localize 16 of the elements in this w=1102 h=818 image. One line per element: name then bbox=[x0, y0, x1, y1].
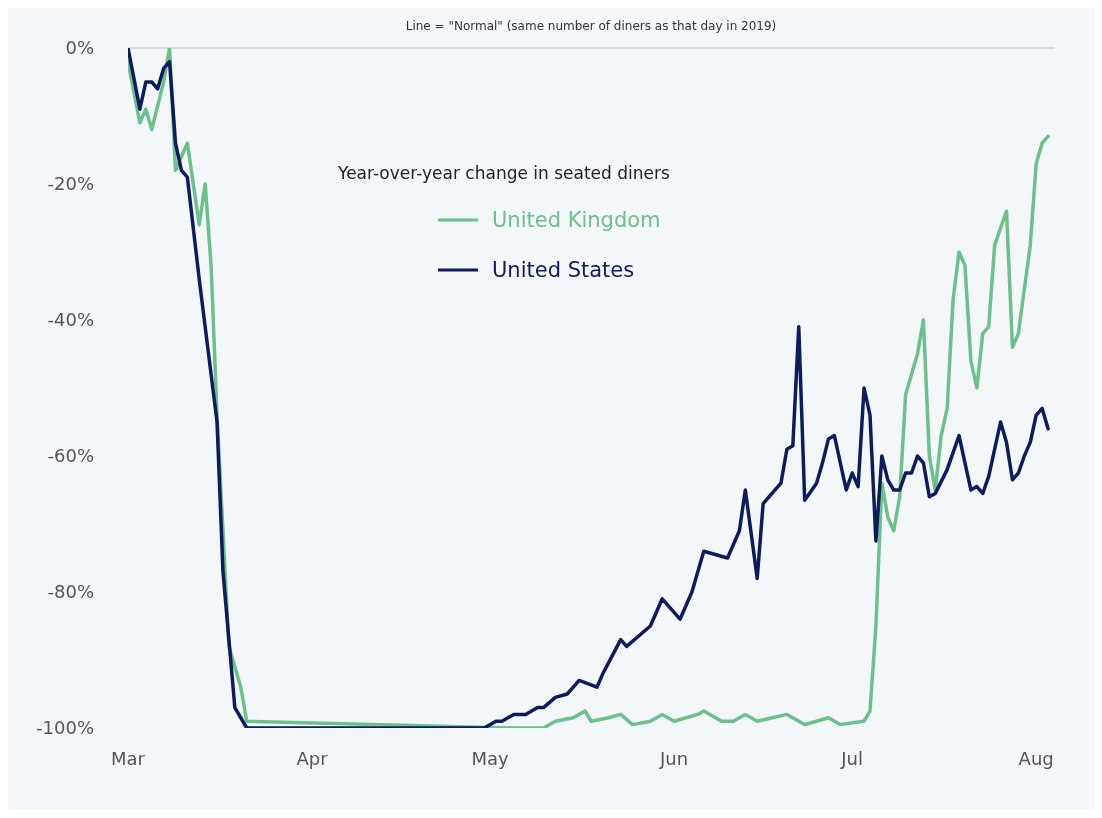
x-tick-label: Aug bbox=[1018, 747, 1054, 769]
x-tick-label: May bbox=[471, 747, 510, 769]
legend-label: United States bbox=[492, 258, 635, 282]
text: Year-over-year change in seated diners bbox=[338, 163, 670, 183]
legend-label: United Kingdom bbox=[492, 208, 661, 232]
y-tick-label: 0% bbox=[65, 37, 94, 59]
y-tick-label: -20% bbox=[47, 173, 94, 195]
y-tick-label: -60% bbox=[47, 445, 94, 467]
ref-line-label: Line = "Normal" (same number of diners as that day in 2019) bbox=[405, 19, 777, 33]
x-tick-label: Jun bbox=[659, 747, 689, 769]
x-tick-label: Jul bbox=[840, 747, 864, 769]
x-tick-label: Mar bbox=[111, 747, 146, 769]
y-tick-label: -80% bbox=[47, 581, 94, 603]
y-tick-label: -100% bbox=[36, 717, 94, 739]
x-tick-label: Apr bbox=[296, 747, 329, 769]
y-tick-label: -40% bbox=[47, 309, 94, 331]
